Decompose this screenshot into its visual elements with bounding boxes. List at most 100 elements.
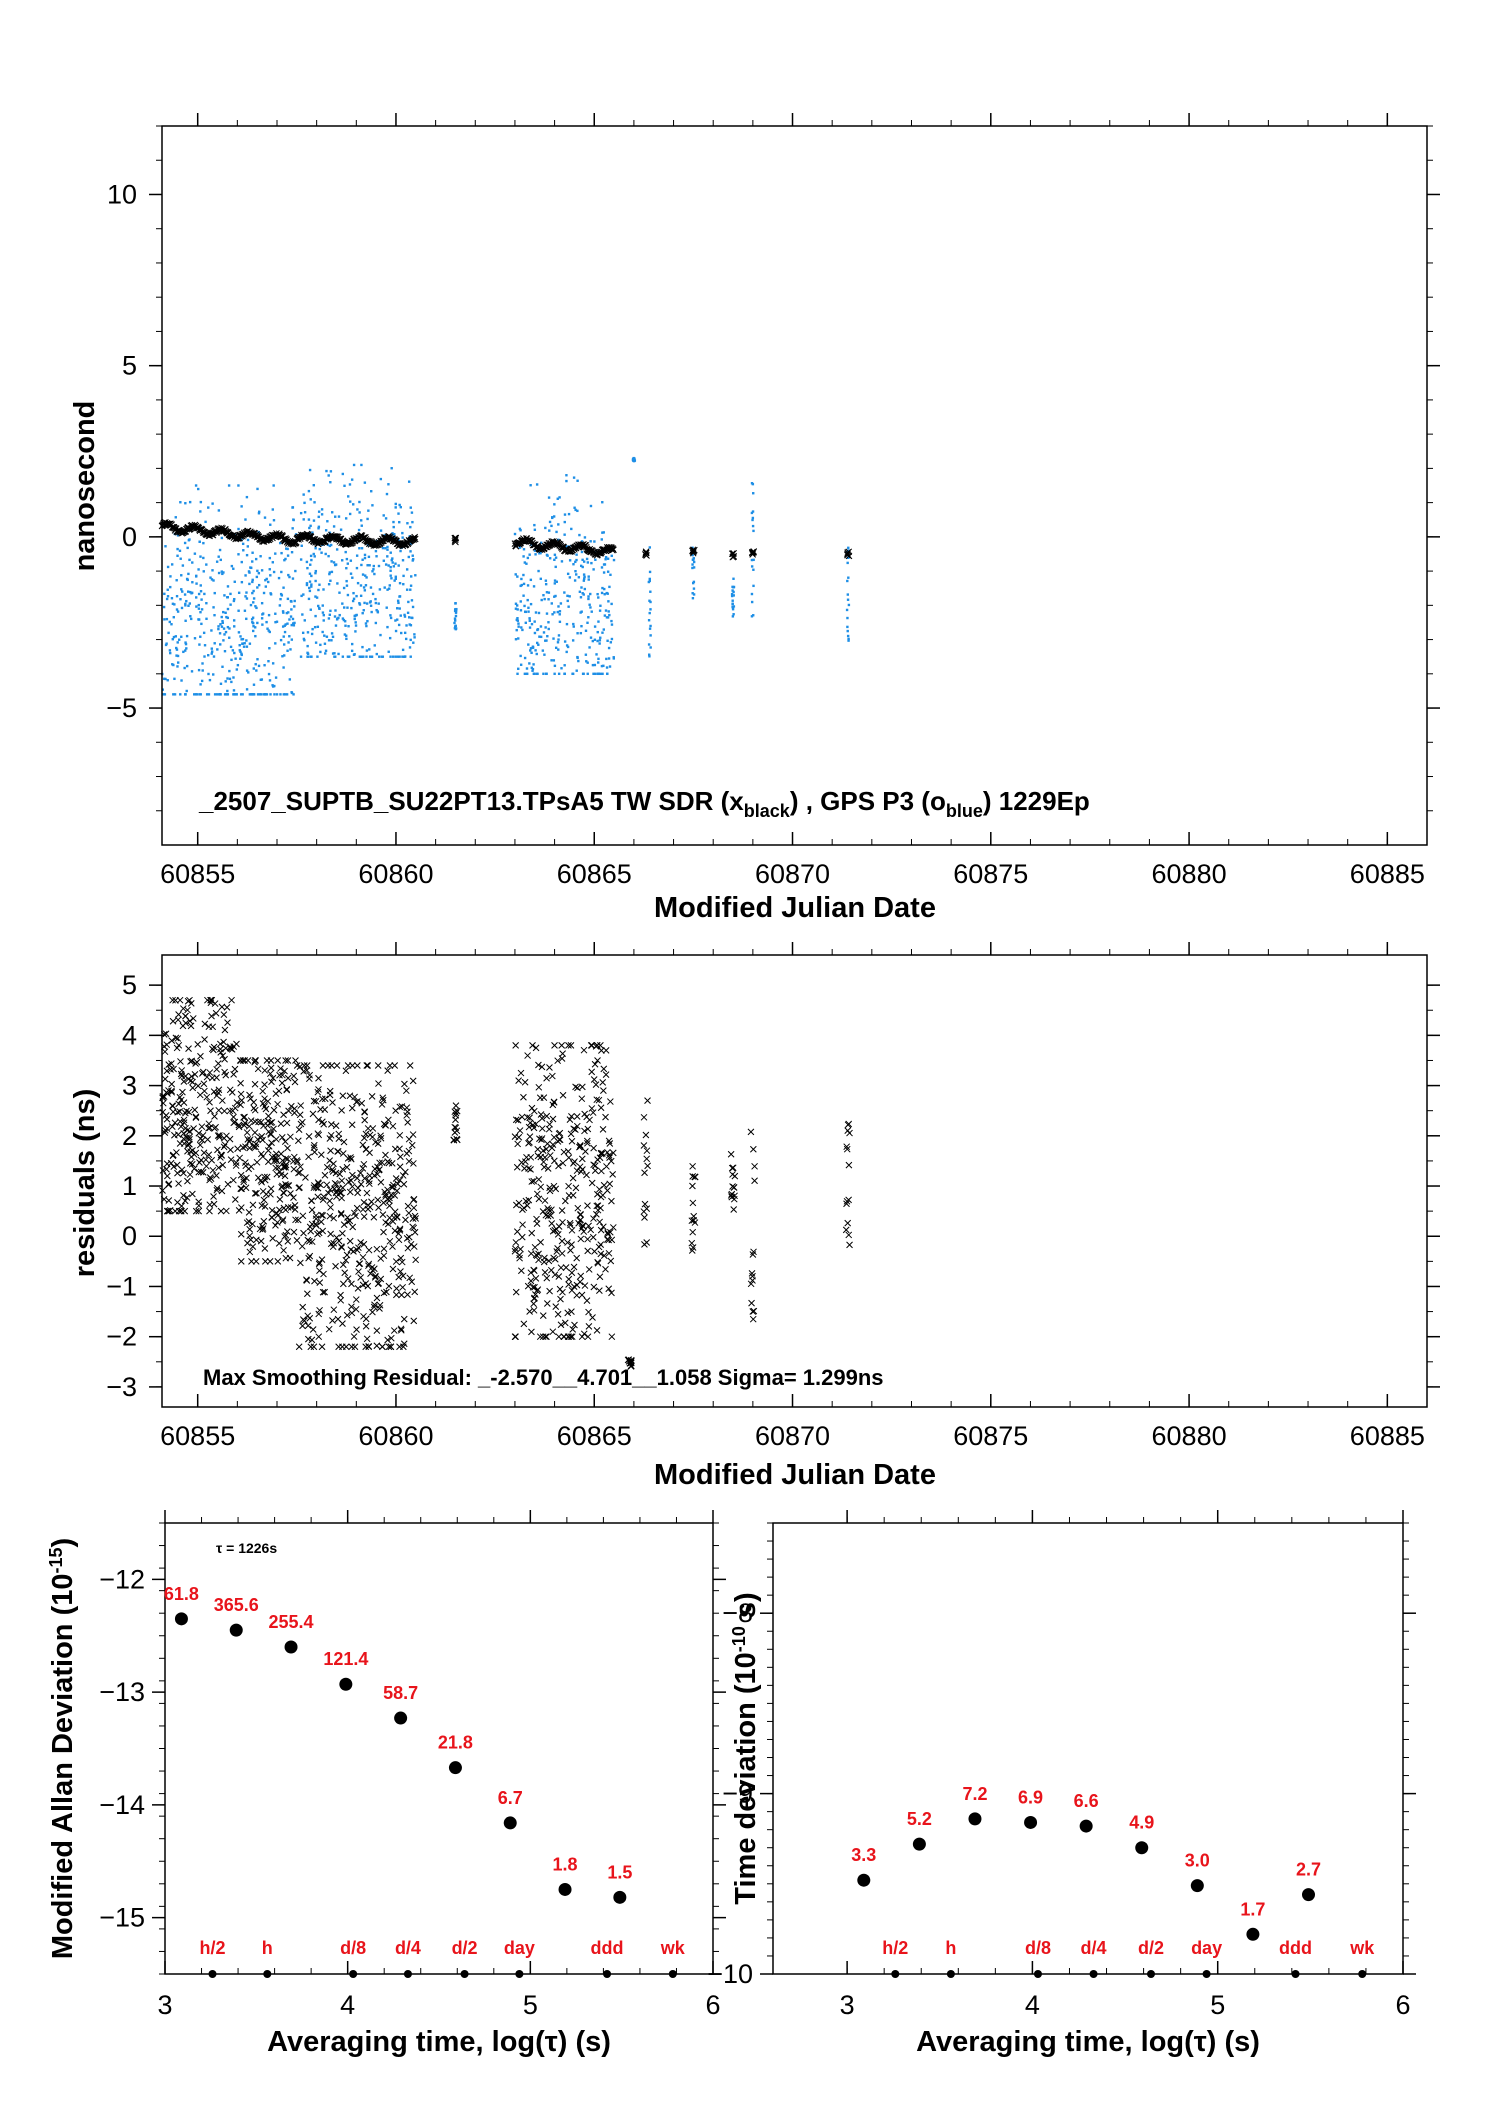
residual-point <box>201 1020 209 1028</box>
residual-point <box>380 1245 388 1253</box>
gps-point <box>207 654 210 657</box>
residual-point <box>312 1215 320 1223</box>
gps-point <box>266 627 269 630</box>
gps-point <box>250 693 254 696</box>
gps-point <box>173 677 176 681</box>
gps-point <box>520 626 523 629</box>
gps-point <box>289 615 293 618</box>
y-tick-label: 2 <box>122 1121 137 1151</box>
residual-point <box>405 1157 413 1165</box>
residual-point <box>410 1243 418 1250</box>
residual-point <box>321 1095 329 1103</box>
residual-point <box>593 1096 601 1104</box>
gps-point <box>241 693 244 696</box>
residual-point <box>276 1196 284 1203</box>
gps-point <box>264 585 268 588</box>
gps-point <box>233 597 236 601</box>
gps-point <box>610 602 613 606</box>
residual-point <box>201 1036 208 1043</box>
residual-point <box>569 1326 577 1333</box>
y-axis-title: Time deviation (10-10 s) <box>729 1592 762 1904</box>
residual-point <box>452 1102 460 1109</box>
residual-point <box>264 1158 272 1166</box>
plot-frame <box>772 1522 1404 1975</box>
gps-point <box>184 502 187 505</box>
gps-point <box>607 646 611 650</box>
gps-point <box>172 635 176 639</box>
gps-point <box>394 629 398 633</box>
gps-point <box>218 632 222 635</box>
residual-point <box>408 1278 416 1286</box>
gps-point <box>521 628 524 632</box>
residual-point <box>596 1287 603 1294</box>
residual-point <box>358 1099 366 1107</box>
residual-point <box>451 1123 459 1131</box>
residual-point <box>591 1247 598 1255</box>
gps-point <box>290 623 293 627</box>
gps-point <box>553 579 557 582</box>
gps-point <box>328 571 331 574</box>
residual-point <box>299 1322 306 1330</box>
residual-point <box>386 1237 394 1245</box>
residual-point <box>564 1239 571 1246</box>
gps-point <box>649 608 652 611</box>
point-value-label: 365.6 <box>214 1595 259 1615</box>
residual-point <box>603 1236 611 1243</box>
residual-point <box>580 1330 588 1338</box>
residual-point <box>188 1160 196 1168</box>
residual-point <box>845 1196 852 1204</box>
gps-point <box>261 613 264 616</box>
gps-point <box>223 649 227 653</box>
gps-point <box>731 607 735 611</box>
residual-point <box>392 1258 400 1265</box>
residual-point <box>265 1128 273 1136</box>
residual-point <box>379 1211 387 1218</box>
residual-point <box>244 1239 251 1247</box>
residual-point <box>537 1238 544 1246</box>
gps-point <box>204 520 207 524</box>
gps-point <box>301 631 305 635</box>
residual-point <box>409 1077 417 1085</box>
gps-point <box>358 655 361 658</box>
residual-point <box>389 1265 397 1273</box>
residual-point <box>189 1084 197 1092</box>
gps-point <box>582 573 586 576</box>
gps-point <box>191 581 194 584</box>
gps-point <box>317 588 320 592</box>
residual-point <box>224 1180 232 1188</box>
residual-point <box>396 1343 403 1351</box>
residual-point <box>319 1062 327 1069</box>
deviation-point <box>613 1890 627 1904</box>
gps-point <box>526 556 530 560</box>
residual-point <box>306 1252 314 1260</box>
residual-point <box>304 1335 312 1343</box>
gps-point <box>377 564 381 568</box>
residual-point <box>269 1235 277 1242</box>
gps-point <box>284 623 287 626</box>
gps-point <box>310 574 313 578</box>
gps-point <box>300 594 303 598</box>
gps-point <box>198 643 201 646</box>
residual-point <box>168 1088 176 1096</box>
gps-point <box>731 606 735 609</box>
residual-point <box>321 1288 329 1296</box>
gps-point <box>315 596 319 599</box>
gps-point <box>184 602 187 606</box>
gps-point <box>301 613 304 616</box>
gps-point <box>649 624 652 628</box>
residual-point <box>372 1138 379 1146</box>
gps-point <box>175 579 178 582</box>
gps-point <box>203 655 206 658</box>
gps-point <box>587 595 590 598</box>
residual-point <box>535 1083 543 1091</box>
gps-point <box>269 592 272 595</box>
residual-point <box>585 1322 593 1330</box>
residual-point <box>192 1113 200 1121</box>
gps-point <box>361 645 364 649</box>
residual-point <box>216 1040 224 1048</box>
y-tick-label: −5 <box>106 693 137 723</box>
gps-point <box>730 594 734 598</box>
residual-point <box>530 1267 538 1275</box>
residual-point <box>396 1163 404 1171</box>
